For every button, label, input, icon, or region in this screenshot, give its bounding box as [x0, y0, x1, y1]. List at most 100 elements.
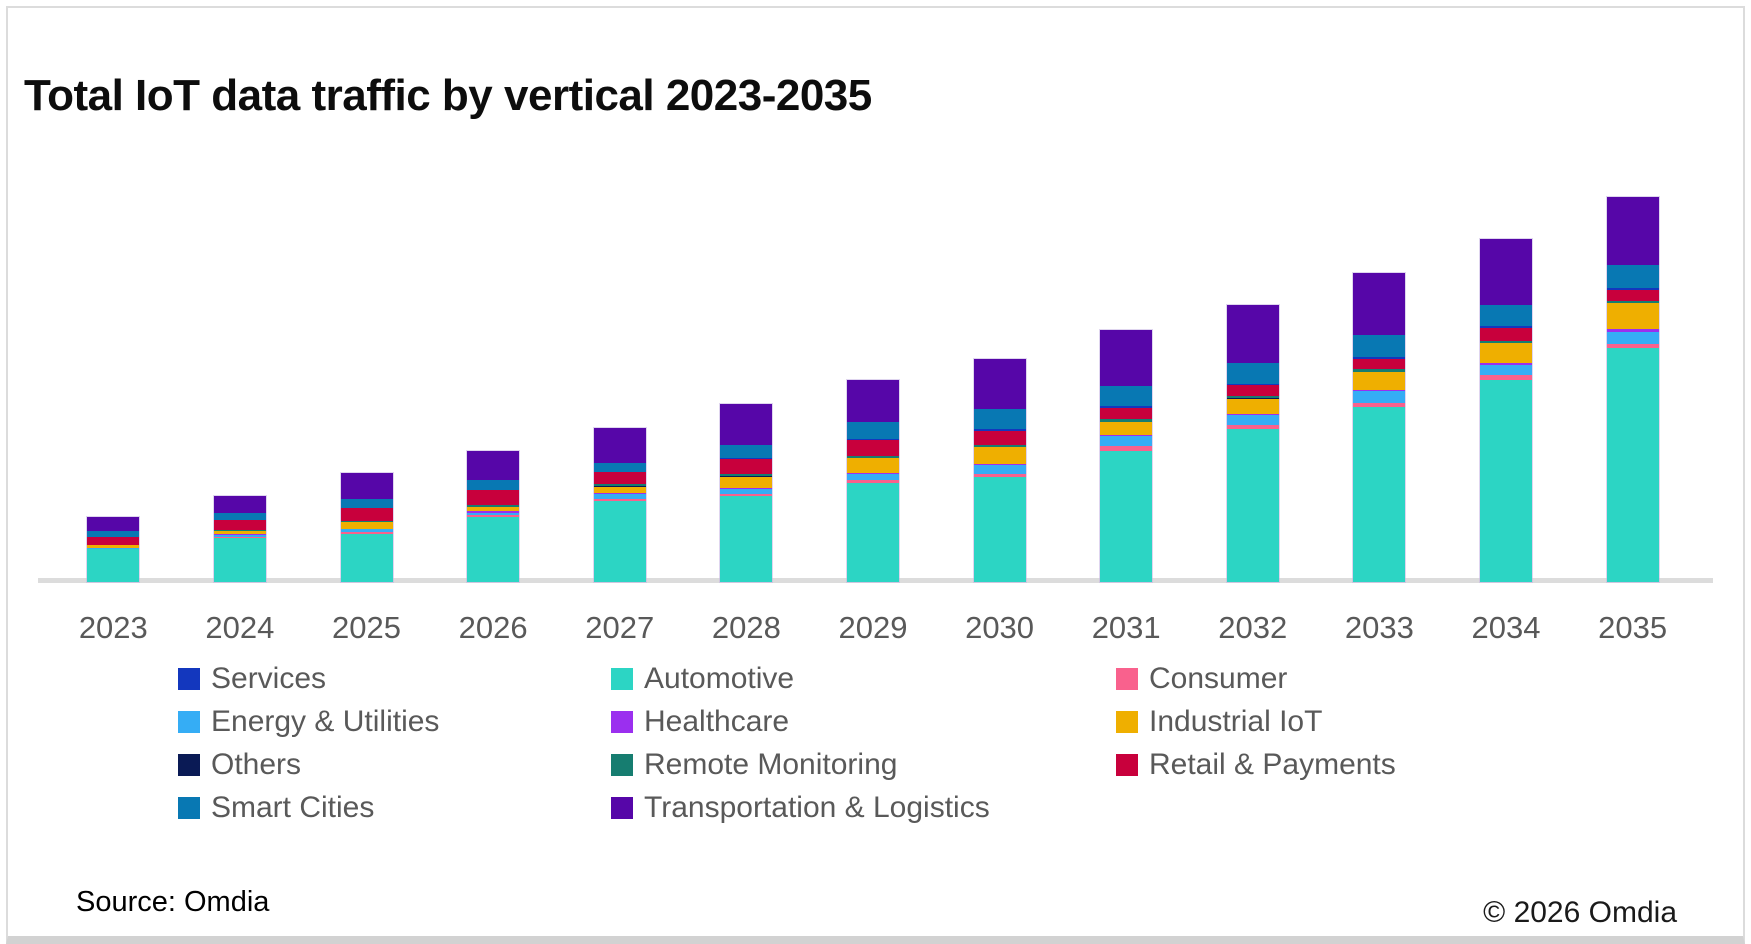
segment-others-2034	[1480, 342, 1532, 343]
legend-label-services: Services	[211, 662, 327, 695]
segment-consumer-2035	[1606, 344, 1659, 348]
segment-remote-monitoring-2035	[1606, 300, 1659, 303]
segment-energy-utilities-2028	[720, 489, 773, 495]
legend-label-consumer: Consumer	[1149, 662, 1288, 695]
segment-consumer-2024	[213, 536, 266, 538]
segment-smart-cities-2031	[1100, 386, 1153, 407]
segment-automotive-2026	[467, 517, 520, 582]
bar-column-2034: 2034	[1443, 150, 1570, 645]
stacked-bar-chart: 2023 2024 2025 2026 2027 2028 2029 2030 2031 2032…	[50, 150, 1696, 645]
stacked-bar-2029	[846, 380, 899, 582]
x-axis-label-2028: 2028	[711, 610, 781, 645]
legend-label-remote-monitoring: Remote Monitoring	[644, 748, 898, 781]
segment-remote-monitoring-2030	[973, 444, 1026, 447]
stacked-bar-2032	[1226, 304, 1279, 582]
segment-remote-monitoring-2032	[1226, 396, 1279, 398]
segment-services-2033	[1353, 357, 1406, 360]
segment-smart-cities-2023	[87, 531, 140, 537]
segment-transportation-logistics-2030	[973, 359, 1026, 410]
x-axis-label-2027: 2027	[585, 610, 655, 645]
segment-retail-payments-2025	[340, 508, 393, 521]
segment-energy-utilities-2025	[340, 529, 393, 532]
legend-item-industrial-iot: Industrial IoT	[1116, 705, 1396, 738]
segment-healthcare-2026	[467, 511, 520, 513]
segment-remote-monitoring-2029	[846, 455, 899, 458]
segment-smart-cities-2026	[467, 479, 520, 490]
legend-swatch-others	[178, 754, 200, 776]
stacked-bar-2034	[1480, 239, 1532, 582]
legend-item-healthcare: Healthcare	[611, 705, 1116, 738]
segment-transportation-logistics-2029	[846, 380, 899, 423]
segment-industrial-iot-2031	[1100, 422, 1153, 436]
segment-services-2028	[720, 458, 773, 460]
segment-smart-cities-2025	[340, 498, 393, 508]
segment-consumer-2026	[467, 515, 520, 517]
bar-column-2028: 2028	[683, 150, 810, 645]
segment-energy-utilities-2034	[1480, 365, 1532, 375]
x-axis-label-2031: 2031	[1091, 610, 1161, 645]
bar-column-2023: 2023	[50, 150, 177, 645]
segment-consumer-2029	[846, 480, 899, 483]
copyright-note: © 2026 Omdia	[1483, 896, 1677, 929]
segment-smart-cities-2029	[846, 422, 899, 440]
legend-item-transportation-logistics: Transportation & Logistics	[611, 791, 1116, 824]
stacked-bar-2024	[213, 496, 266, 582]
x-axis-label-2035: 2035	[1598, 610, 1668, 645]
segment-healthcare-2035	[1606, 328, 1659, 332]
legend-swatch-healthcare	[611, 711, 633, 733]
segment-retail-payments-2031	[1100, 407, 1153, 419]
segment-others-2031	[1100, 421, 1153, 423]
segment-smart-cities-2027	[593, 463, 646, 472]
segment-remote-monitoring-2024	[213, 530, 266, 531]
legend-swatch-smart-cities	[178, 797, 200, 819]
segment-healthcare-2033	[1353, 390, 1406, 392]
segment-consumer-2030	[973, 473, 1026, 477]
legend-swatch-industrial-iot	[1116, 711, 1138, 733]
segment-transportation-logistics-2032	[1226, 304, 1279, 363]
segment-consumer-2027	[593, 498, 646, 501]
segment-remote-monitoring-2028	[720, 474, 773, 477]
stacked-bar-2031	[1100, 330, 1153, 582]
x-axis-label-2024: 2024	[205, 610, 275, 645]
segment-transportation-logistics-2035	[1606, 196, 1659, 266]
stacked-bar-2028	[720, 404, 773, 582]
bar-column-2026: 2026	[430, 150, 557, 645]
segment-remote-monitoring-2025	[340, 520, 393, 522]
segment-energy-utilities-2024	[213, 534, 266, 537]
stacked-bar-2030	[973, 359, 1026, 582]
x-axis-label-2034: 2034	[1471, 610, 1541, 645]
segment-energy-utilities-2031	[1100, 436, 1153, 447]
segment-smart-cities-2033	[1353, 334, 1406, 358]
legend-label-healthcare: Healthcare	[644, 705, 790, 738]
x-axis-label-2029: 2029	[838, 610, 908, 645]
legend-swatch-retail-payments	[1116, 754, 1138, 776]
segment-automotive-2034	[1480, 380, 1532, 582]
legend-label-energy-utilities: Energy & Utilities	[211, 705, 440, 738]
segment-healthcare-2034	[1480, 363, 1532, 365]
segment-transportation-logistics-2024	[213, 496, 266, 514]
segment-industrial-iot-2025	[340, 522, 393, 529]
segment-retail-payments-2034	[1480, 327, 1532, 341]
segment-services-2026	[467, 489, 520, 491]
segment-healthcare-2028	[720, 488, 773, 490]
legend-item-consumer: Consumer	[1116, 662, 1396, 695]
legend-item-retail-payments: Retail & Payments	[1116, 748, 1396, 781]
segment-healthcare-2032	[1226, 413, 1279, 415]
segment-automotive-2025	[340, 533, 393, 582]
bar-column-2025: 2025	[303, 150, 430, 645]
segment-remote-monitoring-2023	[87, 544, 140, 546]
segment-automotive-2031	[1100, 451, 1153, 582]
segment-smart-cities-2028	[720, 445, 773, 459]
stacked-bar-2026	[467, 450, 520, 582]
segment-industrial-iot-2026	[467, 506, 520, 512]
segment-healthcare-2029	[846, 472, 899, 474]
segment-automotive-2023	[87, 549, 140, 582]
x-axis-label-2023: 2023	[78, 610, 148, 645]
legend-swatch-remote-monitoring	[611, 754, 633, 776]
segment-remote-monitoring-2031	[1100, 418, 1153, 422]
legend-label-industrial-iot: Industrial IoT	[1149, 705, 1323, 738]
stacked-bar-2023	[87, 517, 140, 582]
segment-services-2024	[213, 519, 266, 521]
segment-transportation-logistics-2023	[87, 517, 140, 532]
stacked-bar-2027	[593, 427, 646, 582]
